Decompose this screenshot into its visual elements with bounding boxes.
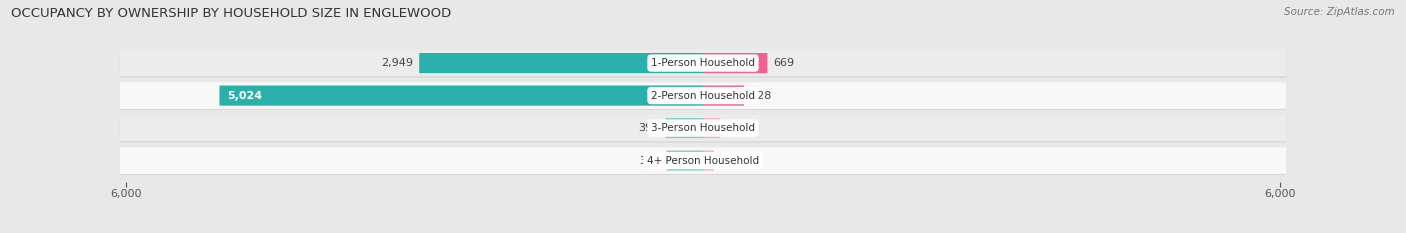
- FancyBboxPatch shape: [219, 86, 703, 106]
- Text: OCCUPANCY BY OWNERSHIP BY HOUSEHOLD SIZE IN ENGLEWOOD: OCCUPANCY BY OWNERSHIP BY HOUSEHOLD SIZE…: [11, 7, 451, 20]
- Text: 5,024: 5,024: [228, 91, 263, 101]
- Text: 2,949: 2,949: [381, 58, 413, 68]
- Text: 378: 378: [640, 156, 661, 166]
- FancyBboxPatch shape: [703, 118, 720, 138]
- FancyBboxPatch shape: [419, 53, 703, 73]
- FancyBboxPatch shape: [120, 148, 1286, 175]
- FancyBboxPatch shape: [120, 51, 1286, 77]
- Text: 2-Person Household: 2-Person Household: [651, 91, 755, 101]
- Text: 1-Person Household: 1-Person Household: [651, 58, 755, 68]
- Text: Source: ZipAtlas.com: Source: ZipAtlas.com: [1284, 7, 1395, 17]
- Text: 390: 390: [638, 123, 659, 133]
- FancyBboxPatch shape: [120, 83, 1286, 110]
- Text: 3-Person Household: 3-Person Household: [651, 123, 755, 133]
- FancyBboxPatch shape: [703, 86, 744, 106]
- Text: 4+ Person Household: 4+ Person Household: [647, 156, 759, 166]
- FancyBboxPatch shape: [665, 118, 703, 138]
- FancyBboxPatch shape: [703, 151, 714, 171]
- FancyBboxPatch shape: [120, 82, 1286, 109]
- FancyBboxPatch shape: [120, 147, 1286, 174]
- FancyBboxPatch shape: [703, 53, 768, 73]
- Text: 180: 180: [725, 123, 747, 133]
- FancyBboxPatch shape: [120, 115, 1286, 141]
- Text: 669: 669: [773, 58, 794, 68]
- FancyBboxPatch shape: [666, 151, 703, 171]
- FancyBboxPatch shape: [120, 116, 1286, 142]
- Text: 428: 428: [749, 91, 772, 101]
- FancyBboxPatch shape: [120, 50, 1286, 76]
- Legend: Owner-occupied, Renter-occupied: Owner-occupied, Renter-occupied: [581, 229, 825, 233]
- Text: 114: 114: [720, 156, 741, 166]
